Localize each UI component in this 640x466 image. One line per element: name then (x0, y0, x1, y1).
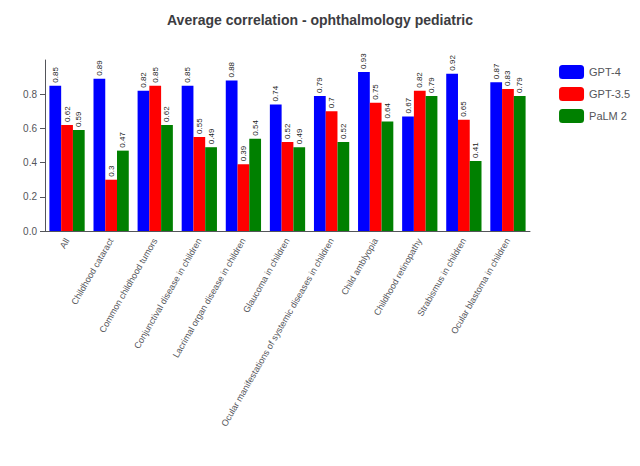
svg-text:0.79: 0.79 (515, 77, 524, 93)
svg-text:0.75: 0.75 (371, 84, 380, 100)
svg-text:Average correlation - ophthalm: Average correlation - ophthalmology pedi… (167, 12, 473, 28)
svg-text:0.6: 0.6 (23, 123, 37, 134)
svg-text:0.62: 0.62 (162, 106, 171, 122)
svg-text:0.85: 0.85 (151, 67, 160, 83)
svg-text:Child amblyopia: Child amblyopia (339, 236, 380, 296)
svg-text:0.49: 0.49 (207, 128, 216, 144)
svg-text:0.65: 0.65 (459, 101, 468, 117)
svg-text:Lacrimal organ disease in chil: Lacrimal organ disease in children (171, 236, 248, 359)
svg-text:0.64: 0.64 (383, 102, 392, 118)
svg-text:0.87: 0.87 (492, 63, 501, 79)
svg-text:0.3: 0.3 (107, 165, 116, 177)
svg-text:0.0: 0.0 (23, 226, 37, 237)
svg-text:Ocular blastoma in children: Ocular blastoma in children (449, 236, 512, 335)
svg-text:0.74: 0.74 (271, 85, 280, 101)
svg-text:Ocular manifestations of syste: Ocular manifestations of systemic diseas… (219, 236, 336, 428)
svg-text:0.89: 0.89 (95, 60, 104, 76)
svg-text:All: All (58, 236, 72, 250)
svg-text:0.82: 0.82 (415, 72, 424, 88)
svg-text:0.55: 0.55 (195, 118, 204, 134)
svg-text:0.83: 0.83 (503, 70, 512, 86)
svg-text:0.88: 0.88 (227, 61, 236, 77)
svg-text:0.39: 0.39 (239, 145, 248, 161)
svg-text:0.52: 0.52 (339, 123, 348, 139)
svg-text:0.62: 0.62 (63, 106, 72, 122)
svg-text:0.49: 0.49 (295, 128, 304, 144)
svg-text:GPT-4: GPT-4 (589, 66, 621, 78)
svg-text:0.2: 0.2 (23, 191, 37, 202)
svg-text:Conjunctival disease in childr: Conjunctival disease in children (132, 236, 204, 351)
svg-text:0.41: 0.41 (471, 142, 480, 158)
svg-text:PaLM 2: PaLM 2 (589, 110, 627, 122)
svg-text:Common childhood tumors: Common childhood tumors (97, 236, 160, 335)
svg-text:0.79: 0.79 (427, 77, 436, 93)
svg-text:0.7: 0.7 (327, 97, 336, 109)
svg-text:Childhood cataract: Childhood cataract (69, 236, 115, 306)
svg-text:GPT-3.5: GPT-3.5 (589, 88, 630, 100)
svg-text:0.79: 0.79 (315, 77, 324, 93)
svg-text:0.4: 0.4 (23, 157, 37, 168)
svg-text:0.59: 0.59 (74, 111, 83, 127)
svg-text:0.92: 0.92 (448, 55, 457, 71)
svg-text:0.54: 0.54 (251, 120, 260, 136)
svg-text:Glaucoma in children: Glaucoma in children (241, 236, 292, 314)
svg-text:0.52: 0.52 (283, 123, 292, 139)
svg-text:Strabismus in children: Strabismus in children (415, 236, 468, 318)
svg-text:0.47: 0.47 (118, 132, 127, 148)
svg-text:0.67: 0.67 (404, 97, 413, 113)
svg-text:0.85: 0.85 (183, 67, 192, 83)
svg-text:0.82: 0.82 (139, 72, 148, 88)
svg-text:Childhood retinopathy: Childhood retinopathy (372, 236, 425, 317)
svg-text:0.8: 0.8 (23, 89, 37, 100)
svg-text:0.93: 0.93 (359, 53, 368, 69)
svg-text:0.85: 0.85 (51, 67, 60, 83)
